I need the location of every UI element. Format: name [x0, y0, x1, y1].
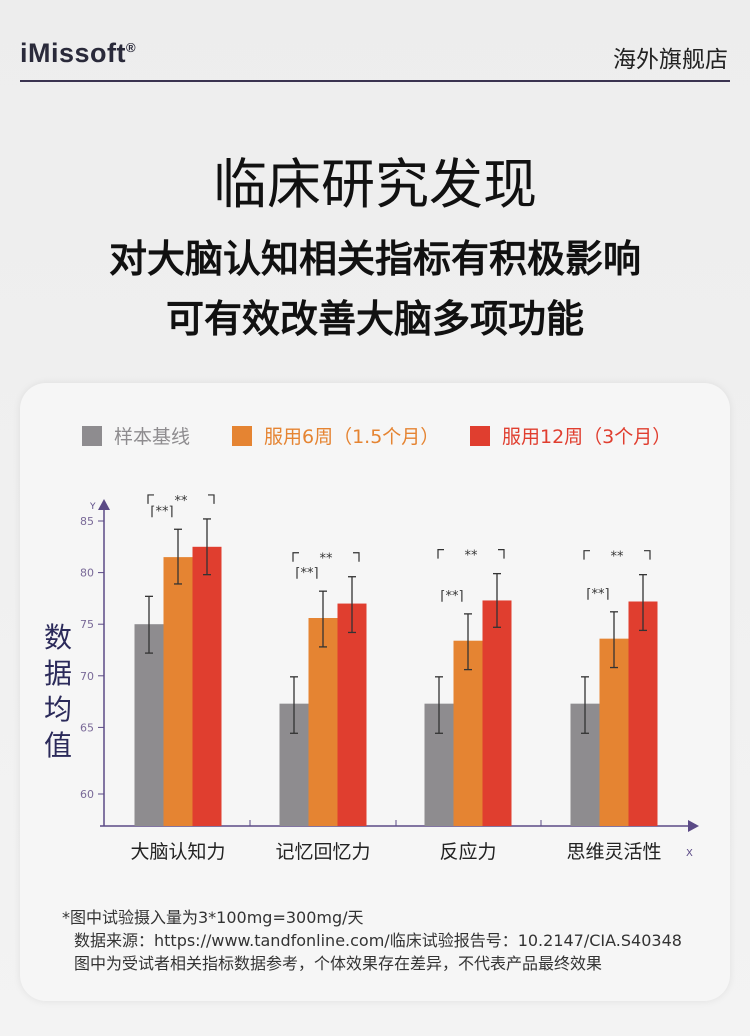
bar-1	[163, 557, 193, 826]
category-label: 记忆回忆力	[275, 841, 370, 863]
significance-bracket-long	[437, 549, 505, 559]
category-label: 反应力	[439, 841, 496, 863]
bar-1	[453, 640, 483, 826]
registered-mark: ®	[126, 40, 137, 55]
significance-stars: **	[175, 494, 189, 509]
footnote-disclaimer: 图中为受试者相关指标数据参考，个体效果存在差异，不代表产品最终效果	[74, 954, 603, 973]
y-tick-label: 70	[80, 670, 94, 683]
y-tick-label: 85	[80, 515, 94, 528]
brand-logo: iMissoft®	[20, 38, 136, 69]
footnote-dosage: *图中试验摄入量为3*100mg=300mg/天	[62, 908, 364, 927]
y-tick-label: 75	[80, 618, 94, 631]
significance-stars: ⌈**⌉	[150, 504, 173, 519]
significance-stars: ⌈**⌉	[586, 587, 609, 602]
subtitle-line1: 对大脑认知相关指标有积极影响	[108, 237, 641, 281]
y-tick-label: 65	[80, 721, 94, 734]
significance-bracket-long	[583, 550, 651, 560]
bar-2	[337, 603, 367, 826]
y-tick-label: 60	[80, 788, 94, 801]
legend-12weeks: 服用12周（3个月）	[470, 422, 671, 449]
significance-stars: **	[465, 549, 479, 564]
footnote-source: 数据来源：https://www.tandfonline.com/临床试验报告号…	[74, 931, 682, 950]
legend-baseline: 样本基线	[82, 422, 190, 449]
subtitle-line2: 可有效改善大脑多项功能	[165, 297, 584, 341]
y-axis-arrow	[98, 499, 110, 510]
significance-bracket-long	[292, 552, 360, 562]
category-label: 大脑认知力	[130, 841, 225, 863]
significance-bracket-long	[147, 494, 215, 504]
legend-swatch	[232, 425, 252, 446]
legend-label: 样本基线	[114, 426, 191, 448]
y-axis-label: 数据均值	[43, 621, 72, 762]
bar-2	[192, 546, 222, 826]
significance-stars: ⌈**⌉	[440, 589, 463, 604]
significance-stars: ⌈**⌉	[295, 566, 318, 581]
bar-2	[482, 600, 512, 826]
category-label: 思维灵活性	[566, 841, 661, 863]
bar-1	[599, 638, 629, 826]
legend-label: 服用6周（1.5个月）	[264, 426, 440, 448]
y-axis-letter: Y	[89, 502, 96, 512]
page-title: 临床研究发现	[213, 153, 537, 216]
bar-0	[134, 624, 164, 826]
bar-1	[308, 618, 338, 826]
y-tick-label: 80	[80, 567, 94, 580]
significance-stars: **	[320, 552, 334, 567]
legend-swatch	[82, 425, 102, 446]
legend-label: 服用12周（3个月）	[502, 426, 672, 448]
footnote: *图中试验摄入量为3*100mg=300mg/天 数据来源：https://ww…	[62, 906, 682, 975]
header-divider	[20, 80, 730, 82]
significance-stars: **	[611, 550, 625, 565]
x-axis-arrow	[688, 820, 699, 832]
store-label: 海外旗舰店	[613, 47, 728, 73]
bar-2	[628, 601, 658, 826]
logo-text: iMissoft	[20, 38, 127, 68]
legend-6weeks: 服用6周（1.5个月）	[232, 422, 439, 449]
x-axis-letter: X	[686, 848, 693, 859]
legend-swatch	[470, 425, 490, 446]
